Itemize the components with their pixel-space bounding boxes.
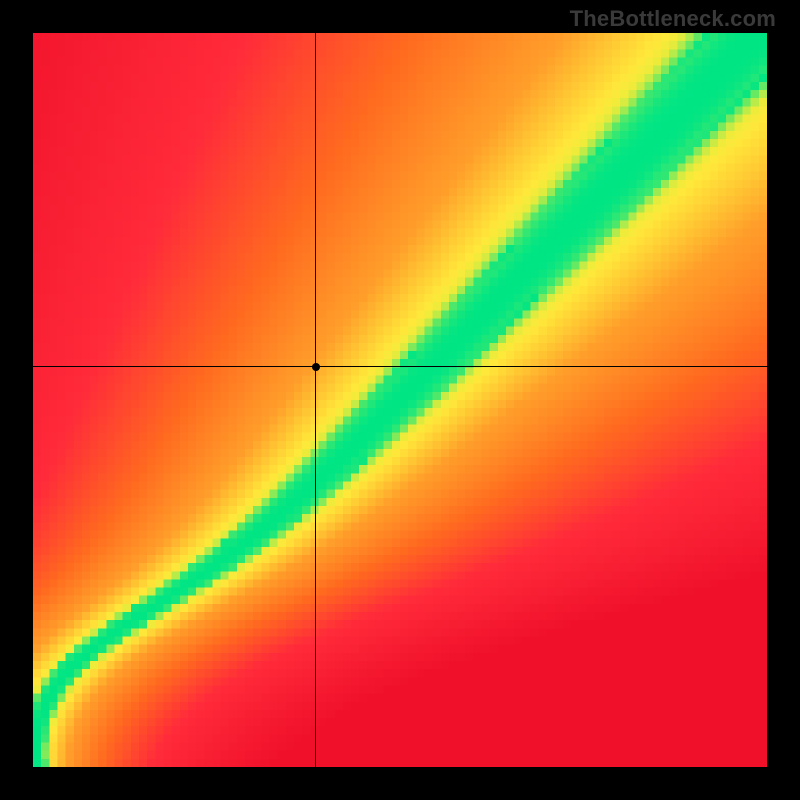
watermark-text: TheBottleneck.com: [570, 6, 776, 32]
bottleneck-heatmap: [33, 33, 767, 767]
image-root: TheBottleneck.com: [0, 0, 800, 800]
